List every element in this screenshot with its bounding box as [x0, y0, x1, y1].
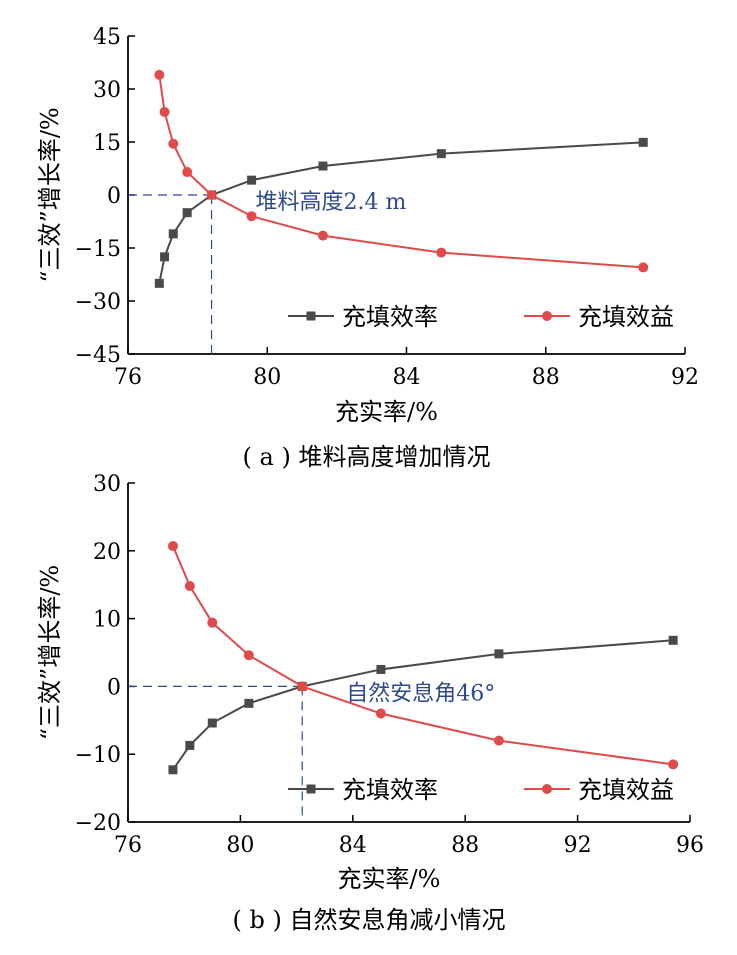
- data-point-circle: [159, 106, 170, 117]
- data-point-circle: [668, 759, 679, 770]
- data-point-circle: [375, 708, 386, 719]
- data-point-circle: [246, 211, 257, 222]
- series-line-1: [172, 545, 674, 766]
- chart-panel-b: −20 −10 0 10 20 30 76 80 84 88 92 96 充实率/% “三效”增长率/% (…: [36, 472, 704, 934]
- data-point-square: [494, 649, 504, 659]
- y-tick-label: 45: [93, 25, 121, 50]
- x-tick-label: 76: [114, 833, 142, 858]
- y-tick-label: 30: [93, 78, 121, 103]
- data-point-square: [182, 208, 192, 218]
- data-point-square: [168, 229, 178, 239]
- data-point-circle: [297, 681, 308, 692]
- x-tick-label: 84: [339, 833, 367, 858]
- data-point-square: [154, 278, 164, 288]
- y-tick-label: 30: [93, 472, 121, 497]
- x-tick-label: 88: [532, 365, 560, 390]
- data-point-square: [668, 635, 678, 645]
- data-point-circle: [182, 167, 193, 178]
- y-tick-label: −10: [75, 743, 121, 768]
- y-tick-label: −30: [75, 290, 121, 315]
- x-tick-label: 80: [253, 365, 281, 390]
- y-tick-label: −45: [75, 343, 121, 368]
- data-point-circle: [154, 69, 165, 80]
- data-point-circle: [638, 262, 649, 273]
- data-point-square: [185, 740, 195, 750]
- legend-marker-circle: [542, 311, 552, 321]
- legend-marker-circle: [542, 784, 552, 794]
- data-point-circle: [167, 541, 178, 552]
- x-axis-label: 充实率/%: [338, 865, 441, 893]
- data-point-square: [318, 161, 328, 171]
- data-point-circle: [207, 617, 218, 628]
- data-point-circle: [206, 190, 217, 200]
- data-point-square: [638, 137, 648, 147]
- data-point-circle: [168, 138, 179, 149]
- x-tick-label: 96: [676, 833, 704, 858]
- legend-label: 充填效率: [342, 776, 438, 804]
- data-point-circle: [184, 581, 195, 592]
- x-tick-label: 76: [114, 365, 142, 390]
- data-point-square: [376, 664, 386, 674]
- data-point-circle: [243, 650, 254, 661]
- data-point-square: [247, 175, 257, 185]
- legend-label: 充填效益: [578, 303, 674, 331]
- y-tick-label: −15: [75, 237, 121, 262]
- y-tick-label: 10: [93, 608, 121, 633]
- annotation-label: 自然安息角46°: [346, 681, 495, 706]
- data-point-circle: [317, 230, 328, 241]
- y-tick-label: 20: [93, 540, 121, 565]
- x-tick-label: 92: [564, 833, 592, 858]
- y-tick-label: 0: [107, 675, 121, 700]
- y-tick-label: −20: [75, 811, 121, 836]
- x-axis-label: 充实率/%: [335, 398, 438, 426]
- legend-label: 充填效率: [342, 303, 438, 331]
- legend-marker-square: [306, 784, 316, 794]
- data-point-square: [436, 149, 446, 159]
- y-axis-label: “三效”增长率/%: [36, 565, 64, 740]
- y-axis-label: “三效”增长率/%: [36, 107, 64, 282]
- data-point-circle: [493, 735, 504, 746]
- legend-marker-square: [306, 311, 316, 321]
- legend-label: 充填效益: [578, 776, 674, 804]
- chart-panel-a: −45 −30 −15 0 15 30 45 76 80 84 88 92 充实率/% “三效”增长率/%…: [36, 25, 699, 471]
- annotation-label: 堆料高度2.4 m: [256, 190, 407, 215]
- data-point-square: [160, 252, 170, 262]
- y-tick-label: 15: [93, 131, 121, 156]
- data-point-square: [244, 698, 254, 708]
- x-tick-label: 88: [451, 833, 479, 858]
- data-point-square: [168, 765, 178, 775]
- panel-caption: ( a ) 堆料高度增加情况: [243, 443, 491, 471]
- y-tick-label: 0: [107, 184, 121, 209]
- series-line-1: [158, 74, 644, 269]
- data-point-square: [207, 718, 217, 728]
- x-tick-label: 92: [671, 365, 699, 390]
- data-point-circle: [436, 247, 447, 258]
- x-tick-label: 80: [226, 833, 254, 858]
- x-tick-label: 84: [393, 365, 421, 390]
- panel-caption: ( b ) 自然安息角减小情况: [233, 906, 506, 934]
